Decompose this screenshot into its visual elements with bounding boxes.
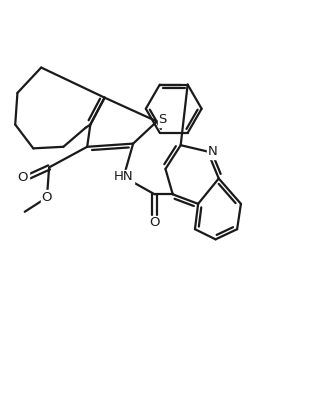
Text: S: S	[158, 113, 167, 126]
Text: HN: HN	[114, 170, 133, 183]
Text: O: O	[17, 171, 28, 184]
Text: O: O	[149, 216, 160, 229]
Text: O: O	[42, 191, 52, 204]
Text: N: N	[208, 145, 218, 158]
